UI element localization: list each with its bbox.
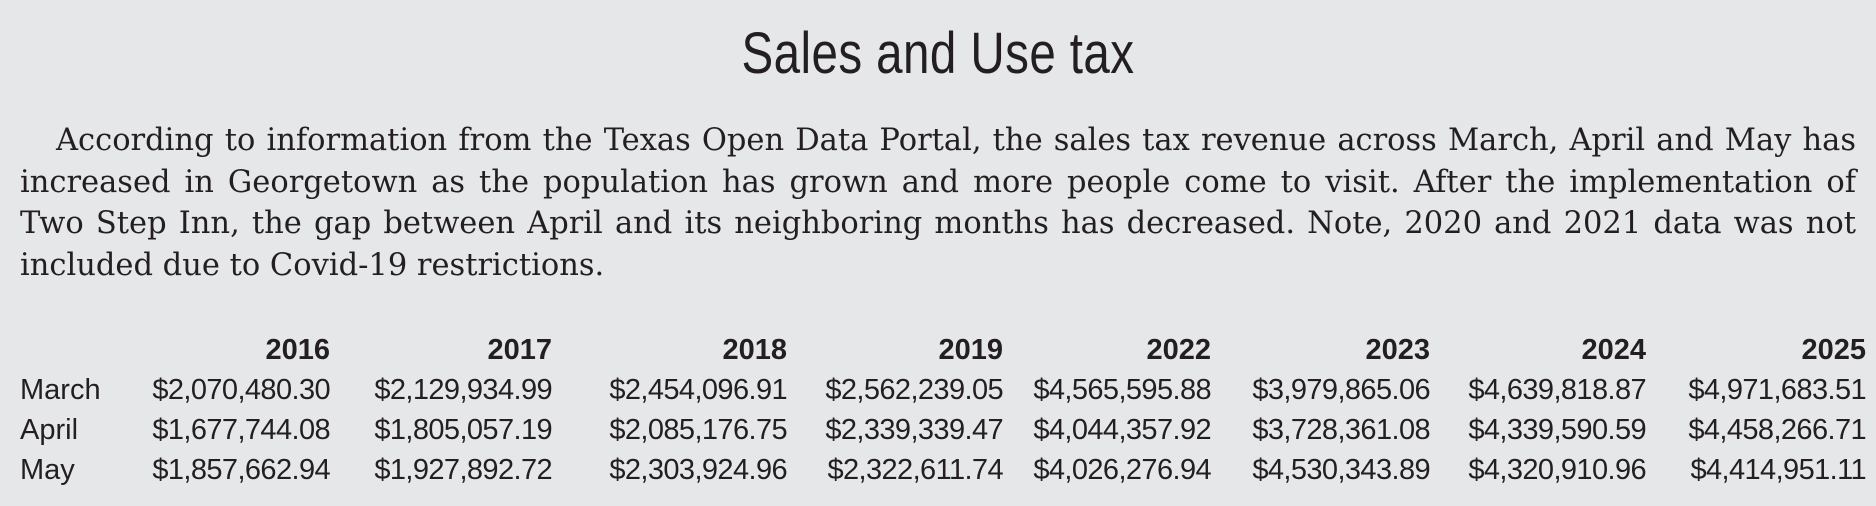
title: Sales and Use tax (741, 21, 1135, 86)
cell-value: $2,303,924.96 (609, 453, 787, 486)
cell-value: $2,322,611.74 (827, 453, 1003, 486)
intro-paragraph: According to information from the Texas … (20, 123, 1856, 283)
cell-value: $4,565,595.88 (1033, 373, 1211, 406)
table-row: March $2,070,480.30 $2,129,934.99 $2,454,09… (20, 370, 1867, 410)
cell-value: $1,677,744.08 (152, 413, 330, 446)
column-header: 2022 (1146, 333, 1211, 366)
corner-cell (20, 330, 130, 370)
cell-value: $4,414,951.11 (1690, 453, 1866, 486)
column-header: 2024 (1581, 333, 1646, 366)
sales-table: 2016 2017 2018 2019 2022 2023 2024 2025 March $2… (20, 330, 1867, 490)
cell-value: $2,454,096.91 (609, 373, 787, 406)
column-header: 2019 (938, 333, 1003, 366)
cell-value: $4,339,590.59 (1468, 413, 1646, 446)
cell-value: $2,070,480.30 (152, 373, 330, 406)
table-body: March $2,070,480.30 $2,129,934.99 $2,454,09… (20, 370, 1867, 490)
cell-value: $2,562,239.05 (825, 373, 1003, 406)
column-header: 2017 (487, 333, 552, 366)
table-row: May $1,857,662.94 $1,927,892.72 $2,303,924.… (20, 450, 1867, 490)
row-label: May (20, 453, 75, 486)
cell-value: $1,805,057.19 (374, 413, 552, 446)
table-head: 2016 2017 2018 2019 2022 2023 2024 2025 (20, 330, 1866, 370)
column-header: 2016 (265, 333, 330, 366)
cell-value: $4,530,343.89 (1252, 453, 1430, 486)
cell-value: $2,085,176.75 (609, 413, 787, 446)
cell-value: $4,458,266.71 (1688, 413, 1866, 446)
column-header: 2018 (722, 333, 787, 366)
cell-value: $3,728,361.08 (1252, 413, 1430, 446)
row-label: April (20, 413, 79, 446)
cell-value: $4,320,910.96 (1468, 453, 1646, 486)
column-header: 2023 (1365, 333, 1430, 366)
cell-value: $2,339,339.47 (825, 413, 1003, 446)
cell-value: $3,979,865.06 (1252, 373, 1430, 406)
cell-value: $1,857,662.94 (152, 453, 330, 486)
column-header: 2025 (1801, 333, 1866, 366)
cell-value: $4,026,276.94 (1033, 453, 1211, 486)
cell-value: $4,971,683.51 (1688, 373, 1866, 406)
row-label: March (20, 373, 101, 406)
cell-value: $2,129,934.99 (374, 373, 552, 406)
cell-value: $4,044,357.92 (1033, 413, 1211, 446)
cell-value: $1,927,892.72 (374, 453, 552, 486)
header-row: 2016 2017 2018 2019 2022 2023 2024 2025 (20, 330, 1866, 370)
cell-value: $4,639,818.87 (1468, 373, 1646, 406)
table-row: April $1,677,744.08 $1,805,057.19 $2,085,17… (20, 410, 1867, 450)
